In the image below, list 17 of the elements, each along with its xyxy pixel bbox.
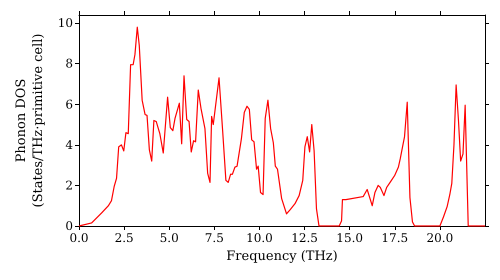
x-tick-label: 17.5: [381, 231, 408, 245]
x-tick-label: 0.0: [69, 231, 89, 245]
y-tick-label: 10: [58, 16, 73, 30]
x-tick-label: 15.0: [336, 231, 364, 245]
y-axis-title: Phonon DOS (States/THz·primitive cell): [14, 33, 46, 208]
y-tick-label: 2: [65, 178, 73, 192]
x-tick-label: 12.5: [291, 231, 318, 245]
y-tick-label: 6: [65, 97, 73, 112]
x-tick-label: 20.0: [426, 231, 454, 245]
x-tick-label: 5.0: [160, 231, 179, 245]
x-tick-label: 10.0: [246, 231, 273, 245]
x-axis-title: Frequency (THz): [226, 249, 338, 264]
x-tick-label: 7.5: [204, 231, 224, 245]
x-tick-label: 2.5: [114, 231, 134, 245]
y-tick-label: 8: [65, 56, 73, 71]
y-tick-label: 4: [65, 138, 74, 152]
y-tick-label: 0: [65, 219, 73, 233]
